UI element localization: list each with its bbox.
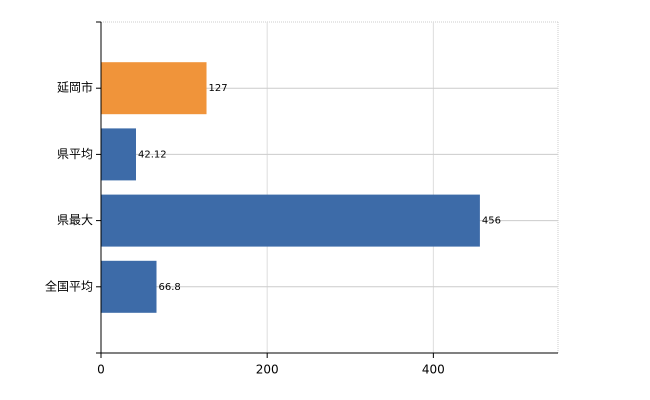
y-tick-label: 延岡市: [57, 80, 93, 95]
y-tick-label: 県平均: [57, 147, 93, 161]
y-tick-label: 全国平均: [45, 278, 93, 293]
y-tick-label: 県最大: [57, 213, 93, 227]
bar: [101, 62, 207, 115]
value-label: 127: [209, 83, 228, 94]
x-tick-label: 200: [256, 363, 279, 377]
value-label: 66.8: [159, 282, 181, 293]
bar: [101, 128, 136, 181]
bar: [101, 194, 480, 247]
bar: [101, 260, 157, 313]
x-tick-label: 400: [422, 363, 445, 377]
value-label: 456: [482, 216, 501, 227]
x-tick-label: 0: [97, 363, 105, 377]
value-label: 42.12: [138, 149, 167, 160]
